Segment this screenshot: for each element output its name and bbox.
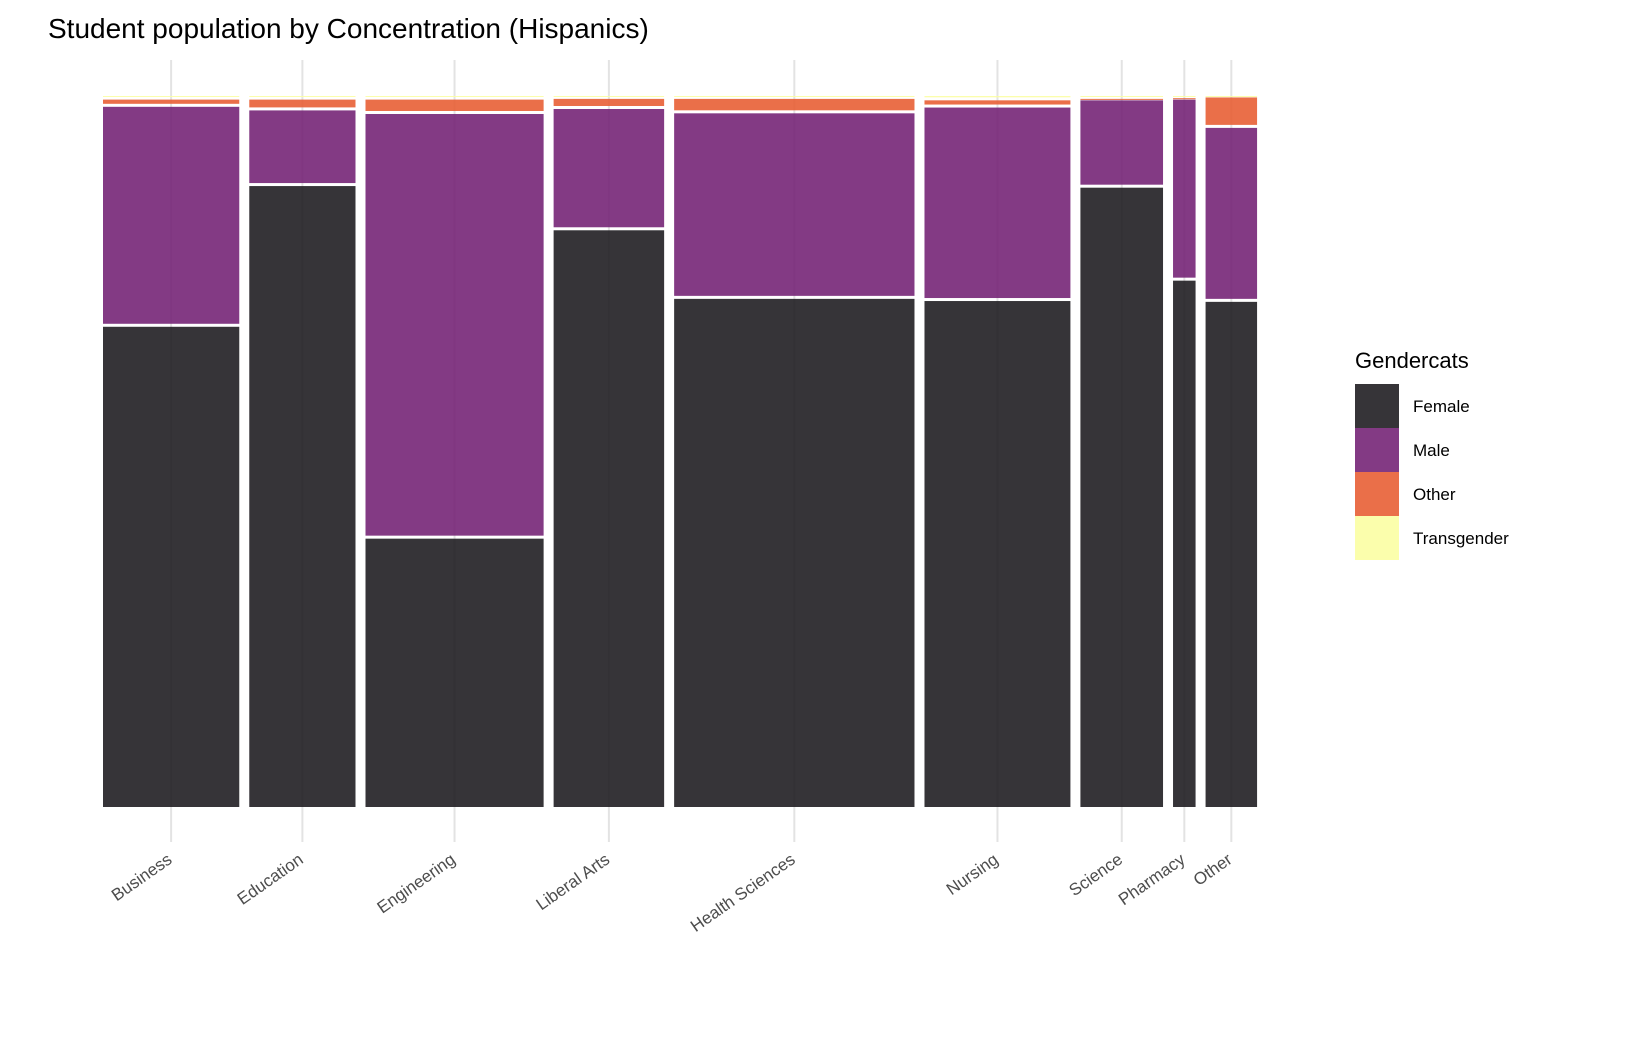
bar-transgender-pharmacy bbox=[1173, 96, 1196, 97]
bar-other-pharmacy bbox=[1173, 98, 1196, 100]
x-tick-label: Health Sciences bbox=[687, 850, 799, 936]
bar-female-science bbox=[1080, 187, 1164, 808]
legend-label: Male bbox=[1413, 441, 1450, 460]
bar-male-nursing bbox=[924, 107, 1071, 299]
legend-swatch-other bbox=[1355, 472, 1399, 516]
x-tick-label: Engineering bbox=[374, 850, 459, 918]
bar-male-health-sciences bbox=[674, 113, 915, 296]
bar-female-health-sciences bbox=[674, 298, 915, 807]
legend: Female Male Other Transgender bbox=[1355, 384, 1509, 560]
x-tick-label: Liberal Arts bbox=[533, 850, 614, 914]
legend-label: Other bbox=[1413, 485, 1456, 504]
bar-transgender-engineering bbox=[365, 96, 544, 97]
bar-transgender-education bbox=[249, 96, 356, 97]
bar-other-business bbox=[103, 99, 240, 104]
chart-title: Student population by Concentration (His… bbox=[48, 13, 649, 44]
bar-female-business bbox=[103, 326, 240, 807]
bar-transgender-business bbox=[103, 96, 240, 97]
x-tick-label: Pharmacy bbox=[1115, 849, 1189, 909]
bar-other-science bbox=[1080, 98, 1164, 100]
bar-female-nursing bbox=[924, 301, 1071, 807]
bar-male-liberal-arts bbox=[553, 108, 665, 228]
legend-swatch-female bbox=[1355, 384, 1399, 428]
x-tick-label: Business bbox=[108, 850, 175, 905]
x-tick-label: Education bbox=[234, 850, 307, 909]
bar-transgender-nursing bbox=[924, 96, 1071, 98]
bar-male-pharmacy bbox=[1173, 99, 1196, 278]
bar-transgender-science bbox=[1080, 96, 1164, 97]
bar-female-engineering bbox=[365, 538, 544, 807]
bar-transgender-health-sciences bbox=[674, 96, 915, 97]
bar-transgender-liberal-arts bbox=[553, 96, 665, 97]
x-tick-label: Nursing bbox=[943, 850, 1002, 899]
bar-other-health-sciences bbox=[674, 98, 915, 111]
legend-swatch-male bbox=[1355, 428, 1399, 472]
legend-title: Gendercats bbox=[1355, 348, 1469, 373]
bar-transgender-other bbox=[1205, 96, 1258, 97]
legend-label: Female bbox=[1413, 397, 1470, 416]
bar-female-education bbox=[249, 186, 356, 807]
bar-other-engineering bbox=[365, 99, 544, 111]
bar-other-liberal-arts bbox=[553, 98, 665, 106]
bar-male-education bbox=[249, 110, 356, 184]
bar-female-liberal-arts bbox=[553, 230, 665, 807]
bar-other-other bbox=[1205, 97, 1258, 125]
legend-swatch-transgender bbox=[1355, 516, 1399, 560]
bar-other-education bbox=[249, 99, 356, 108]
bar-male-science bbox=[1080, 100, 1164, 185]
bar-female-other bbox=[1205, 301, 1258, 807]
x-tick-label: Other bbox=[1190, 850, 1236, 890]
bar-male-other bbox=[1205, 127, 1258, 299]
bar-male-business bbox=[103, 106, 240, 324]
bar-other-nursing bbox=[924, 100, 1071, 105]
bar-female-pharmacy bbox=[1173, 280, 1196, 808]
legend-label: Transgender bbox=[1413, 529, 1509, 548]
bar-male-engineering bbox=[365, 113, 544, 536]
